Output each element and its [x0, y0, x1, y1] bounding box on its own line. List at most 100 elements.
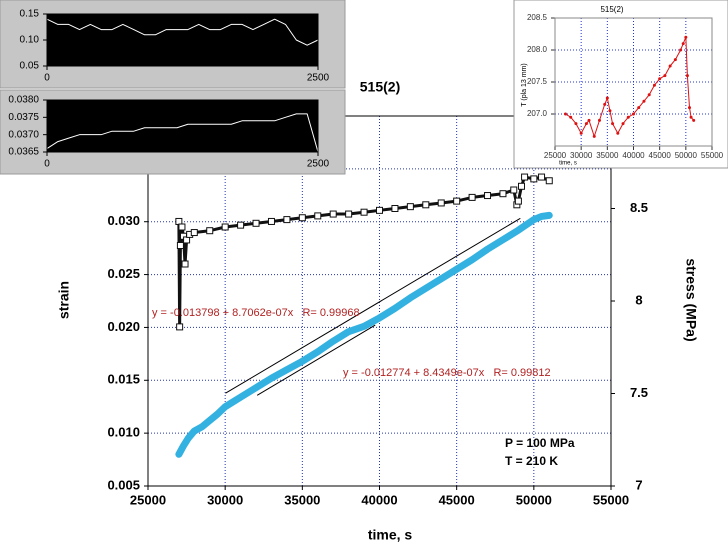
annotation: y = -0.013798 + 8.7062e-07x R= 0.99968: [152, 307, 360, 319]
marker: [611, 122, 615, 126]
marker: [181, 260, 189, 268]
y-tick-label: 208.5: [527, 13, 548, 22]
marker: [647, 93, 651, 97]
x-tick-label: 50000: [675, 151, 698, 160]
x-axis-label: time, s: [559, 161, 577, 167]
y-axis-label: strain: [56, 281, 72, 319]
marker: [563, 112, 567, 116]
marker: [587, 118, 591, 122]
series-line: [257, 324, 376, 396]
x-tick-label: 25000: [130, 492, 166, 507]
marker: [692, 118, 696, 122]
x-tick-label: 35000: [596, 151, 619, 160]
y-tick-label: 0.0375: [8, 112, 39, 123]
marker: [484, 192, 492, 200]
marker: [176, 242, 184, 249]
x-tick-label: 55000: [593, 492, 629, 507]
marker: [605, 96, 609, 100]
marker: [221, 223, 229, 231]
y-tick-label: 0.0370: [8, 129, 39, 140]
chart-title: 515(2): [360, 79, 400, 95]
marker: [626, 115, 630, 119]
y-tick-label: 0.015: [107, 372, 140, 387]
x-tick-label: 30000: [207, 492, 243, 507]
marker: [267, 217, 275, 225]
y-tick-label: 0.025: [107, 266, 140, 281]
plot-border: [46, 13, 319, 67]
marker: [603, 102, 607, 106]
x-tick-label: 45000: [439, 492, 475, 507]
marker: [584, 122, 588, 126]
y-tick-label: 0.030: [107, 213, 140, 228]
y-axis-label: T (pla 13 mm): [521, 63, 528, 106]
y-tick-label: 0.15: [20, 9, 40, 20]
marker: [178, 223, 186, 231]
marker: [621, 122, 625, 126]
chart-title: 515(2): [600, 5, 623, 14]
y-tick-label: 0.010: [107, 425, 140, 440]
x-tick-label: 25000: [544, 151, 567, 160]
marker: [545, 177, 553, 185]
y-tick-label: 0.05: [20, 61, 40, 72]
marker: [468, 193, 476, 201]
marker: [406, 203, 414, 211]
x-axis-label: time, s: [368, 527, 413, 543]
marker: [668, 64, 672, 68]
marker: [673, 58, 677, 62]
marker: [687, 106, 691, 110]
annotation: y = -0.012774 + 8.4349e-07x R= 0.99812: [343, 367, 551, 379]
marker: [206, 227, 214, 235]
marker: [637, 106, 641, 110]
x-tick-label: 50000: [516, 492, 552, 507]
marker: [538, 173, 546, 181]
chart-panel: 0 2500 0.05 0.10 0.15: [0, 0, 346, 89]
marker: [592, 134, 596, 138]
marker: [616, 131, 620, 135]
marker: [658, 77, 662, 81]
marker: [453, 197, 461, 205]
y-tick-label: 208.0: [527, 45, 548, 54]
series-line: [46, 18, 319, 46]
plot-area: [47, 14, 318, 66]
marker: [652, 83, 656, 87]
annotation: T = 210 K: [505, 454, 558, 468]
annotation: P = 100 MPa: [505, 436, 575, 450]
marker: [689, 115, 693, 119]
x-tick-label: 0: [44, 73, 50, 84]
marker: [521, 173, 529, 181]
marker: [437, 199, 445, 207]
marker: [376, 206, 383, 214]
marker: [663, 74, 667, 78]
x-tick-label: 55000: [701, 151, 724, 160]
marker: [283, 216, 291, 224]
y2-axis-label: stress (MPa): [683, 258, 699, 341]
y2-tick-label: 7: [635, 477, 642, 492]
marker: [391, 205, 399, 212]
marker: [345, 210, 353, 218]
marker: [642, 99, 646, 103]
y-tick-label: 0.0380: [8, 95, 39, 106]
y2-tick-label: 8.5: [630, 200, 648, 215]
x-tick-label: 2500: [307, 73, 330, 84]
chart-panel: 25000 30000 35000 40000 45000 50000 550000.005…: [56, 79, 700, 543]
marker: [679, 48, 683, 52]
marker: [314, 212, 322, 220]
marker: [499, 190, 507, 198]
y-tick-label: 0.0365: [8, 147, 39, 158]
plot-border: [147, 115, 612, 487]
x-tick-label: 40000: [361, 492, 397, 507]
marker: [237, 221, 245, 229]
x-tick-label: 40000: [622, 151, 645, 160]
series-line: [175, 211, 553, 458]
marker: [632, 112, 635, 116]
marker: [517, 182, 525, 190]
y-tick-label: 0.10: [20, 35, 40, 46]
y-tick-label: 207.0: [527, 109, 548, 118]
y-tick-label: 207.5: [527, 77, 548, 86]
y-tick-label: 0.020: [107, 319, 140, 334]
marker: [530, 175, 538, 183]
marker: [569, 115, 573, 119]
marker: [608, 109, 612, 113]
